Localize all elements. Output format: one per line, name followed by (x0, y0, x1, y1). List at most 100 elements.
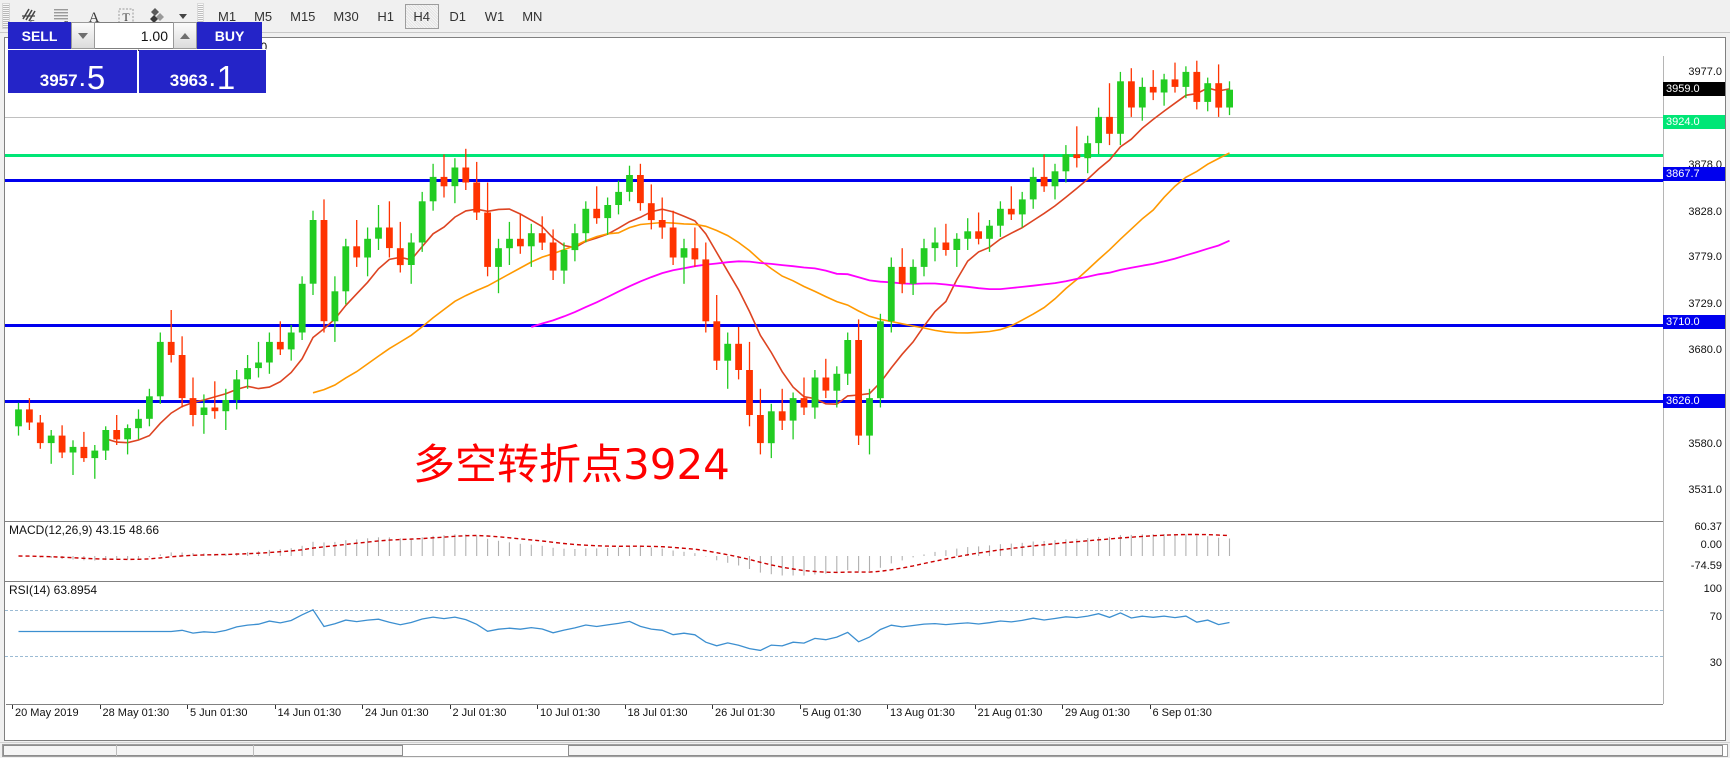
price-axis[interactable]: 3977.0 3878.0 3828.0 3779.0 3729.0 3680.0 3580… (1663, 56, 1725, 704)
resistance-line-3710 (5, 324, 1663, 327)
price-axis-label: 3779.0 (1688, 251, 1722, 264)
buy-price-integer: 3963 (169, 71, 208, 90)
sell-button[interactable]: SELL (8, 22, 71, 49)
rsi-axis-label: 30 (1709, 657, 1722, 669)
scrollbar-thumb-right[interactable] (568, 745, 1723, 756)
time-axis-label: 29 Aug 01:30 (1065, 707, 1130, 719)
time-axis-label: 10 Jul 01:30 (540, 707, 600, 719)
time-axis-label: 28 May 01:30 (102, 707, 170, 719)
buy-price-dot: . (209, 70, 215, 91)
time-axis-label: 2 Jul 01:30 (452, 707, 507, 719)
text-label-icon[interactable]: A (78, 2, 110, 30)
rsi-level-30-line (5, 656, 1663, 657)
timeframe-button-mn[interactable]: MN (522, 8, 543, 24)
scrollbar-divider (253, 745, 254, 756)
time-axis-label: 13 Aug 01:30 (890, 707, 955, 719)
time-axis-tick (537, 705, 538, 709)
time-axis-tick (274, 705, 276, 709)
sell-price-dot: . (79, 70, 85, 91)
timeframe-group: M1 M5 M15 M30 H1 H4 D1 W1 MN (209, 3, 551, 29)
chevron-down-icon (78, 32, 88, 39)
support-line-3924 (5, 154, 1663, 157)
time-axis-label: 20 May 2019 (15, 707, 79, 719)
macd-plot-layer (18, 533, 1231, 576)
svg-text:A: A (89, 10, 100, 26)
timeframe-button-m30[interactable]: M30 (333, 8, 359, 24)
rsi-axis-label: 70 (1709, 611, 1722, 623)
price-axis-label: 3729.0 (1688, 298, 1722, 311)
timeframe-button-m5[interactable]: M5 (254, 8, 273, 24)
time-axis-label: 14 Jun 01:30 (277, 707, 342, 719)
timeframe-button-d1[interactable]: D1 (449, 8, 467, 24)
chevron-up-icon (180, 32, 190, 39)
main-price-pane[interactable]: 多空转折点3924 (5, 56, 1663, 520)
rsi-axis-label: 100 (1703, 583, 1722, 595)
buy-price-display[interactable]: 3963 . 1 (139, 49, 266, 96)
time-axis-tick (799, 705, 801, 709)
sell-price-integer: 3957 (39, 71, 78, 90)
macd-pane[interactable]: MACD(12,26,9) 43.15 48.66 (5, 521, 1663, 580)
chevron-down-icon[interactable] (174, 2, 192, 30)
macd-label: MACD(12,26,9) 43.15 48.66 (9, 523, 160, 537)
time-axis-tick (449, 705, 451, 709)
time-axis-label: 5 Jun 01:30 (190, 707, 248, 719)
price-axis-label: 3977.0 (1688, 65, 1722, 78)
time-axis[interactable]: 20 May 2019 28 May 01:30 5 Jun 01:30 14 Jun… (6, 704, 1663, 722)
time-axis-tick (974, 705, 976, 709)
time-axis-tick (624, 705, 626, 709)
timeframe-button-h4[interactable]: H4 (404, 3, 439, 29)
time-axis-label: 5 Aug 01:30 (802, 707, 862, 719)
chart-window[interactable]: CHINA300-,H4 3965.0 3966.2 3937.6 3959.0… (4, 37, 1726, 741)
green-level-badge: 3924.0 (1663, 114, 1725, 129)
time-axis-tick (712, 705, 713, 709)
one-click-trading-panel[interactable]: SELL 1.00 BUY 3957 . 5 3963 . 1 (8, 22, 266, 96)
buy-price-fraction: 1 (216, 58, 236, 96)
time-axis-tick (1062, 705, 1063, 709)
candlestick-layer (15, 60, 1233, 479)
sell-price-fraction: 5 (86, 58, 106, 96)
macd-axis-label: -74.59 (1690, 560, 1722, 572)
rsi-level-70-line (5, 610, 1663, 611)
price-axis-label: 3828.0 (1688, 205, 1722, 218)
last-price-badge: 3959.0 (1663, 81, 1725, 96)
sell-price-display[interactable]: 3957 . 5 (8, 49, 137, 96)
resistance-line-3626 (5, 400, 1663, 403)
objects-icon[interactable] (142, 2, 174, 30)
macd-axis-label: 0.00 (1700, 539, 1722, 551)
horizontal-scrollbar[interactable] (0, 742, 1730, 758)
timeframe-button-h1[interactable]: H1 (377, 8, 395, 24)
time-axis-tick (12, 705, 13, 709)
rsi-label: RSI(14) 63.8954 (9, 583, 98, 597)
rsi-pane[interactable]: RSI(14) 63.8954 (5, 581, 1663, 684)
time-axis-label: 21 Aug 01:30 (977, 707, 1043, 719)
price-axis-label: 3680.0 (1688, 344, 1722, 357)
resistance-line-3867 (5, 179, 1663, 182)
timeframe-button-w1[interactable]: W1 (484, 8, 505, 24)
scrollbar-divider (116, 745, 117, 756)
timeframe-button-m1[interactable]: M1 (218, 8, 237, 24)
price-axis-label: 3531.0 (1688, 483, 1722, 496)
time-axis-label: 6 Sep 01:30 (1152, 707, 1212, 719)
buy-button[interactable]: BUY (197, 22, 262, 49)
timeframe-button-m15[interactable]: M15 (290, 8, 316, 24)
time-axis-label: 24 Jun 01:30 (365, 707, 429, 719)
time-axis-tick (362, 705, 363, 709)
blue-level-badge-1: 3867.7 (1663, 167, 1725, 182)
volume-decrease-button[interactable] (71, 22, 95, 49)
volume-increase-button[interactable] (173, 22, 197, 49)
svg-text:T: T (122, 10, 130, 24)
time-axis-tick (1149, 705, 1151, 709)
chart-toolbar: E F A T (0, 0, 1730, 33)
scrollbar-thumb[interactable] (3, 745, 403, 756)
last-price-line (5, 117, 1663, 118)
toolbar-drag-handle[interactable] (2, 3, 10, 29)
time-axis-label: 26 Jul 01:30 (715, 707, 775, 719)
time-axis-tick (187, 705, 188, 709)
time-axis-tick (887, 705, 888, 709)
macd-axis-label: 60.37 (1694, 521, 1722, 533)
volume-input[interactable]: 1.00 (95, 22, 173, 49)
blue-level-badge-2: 3710.0 (1663, 315, 1725, 330)
moving-average-layer (105, 87, 1230, 444)
scrollbar-track[interactable] (2, 744, 1728, 757)
